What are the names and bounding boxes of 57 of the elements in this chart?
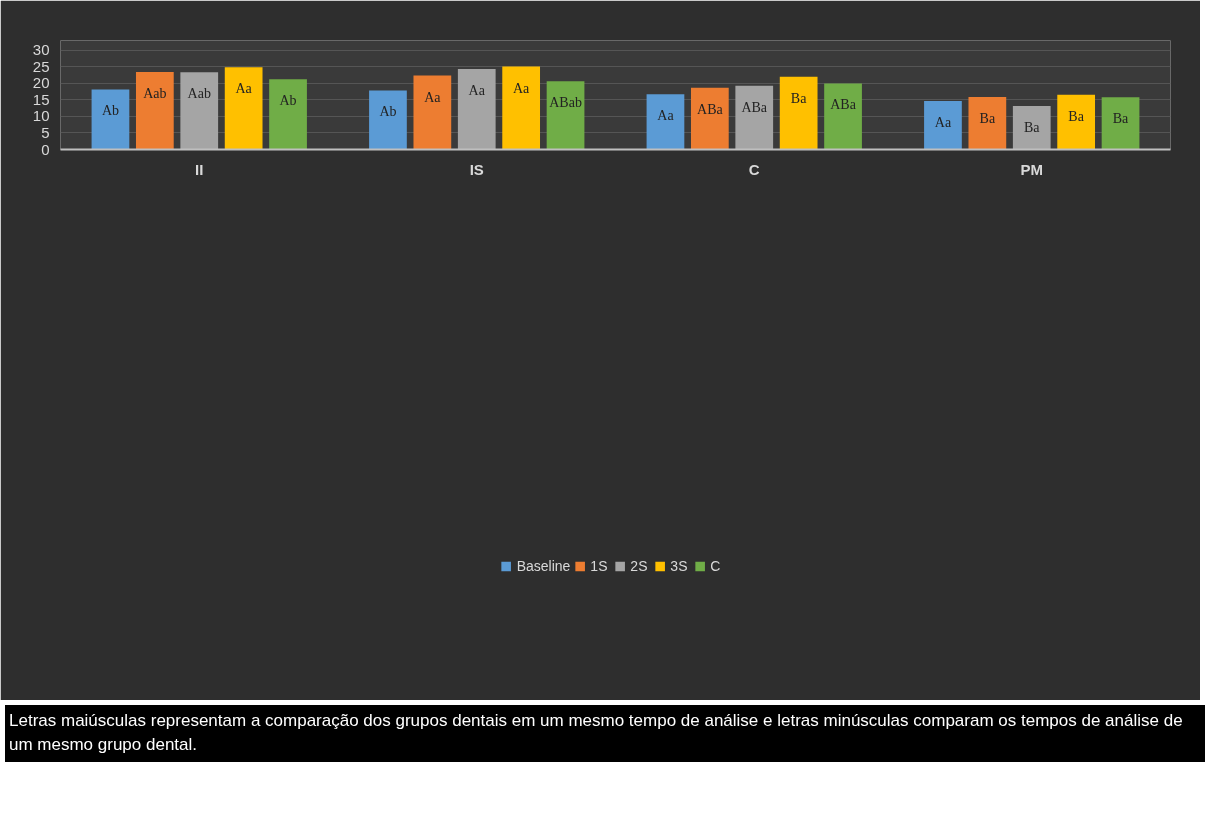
bar	[690, 87, 729, 150]
legend-label: 1S	[590, 558, 609, 574]
bar	[646, 94, 685, 150]
bar	[968, 96, 1007, 150]
x-tick-label: C	[748, 160, 760, 178]
data-label: Ba	[1112, 111, 1130, 127]
bar	[546, 81, 585, 150]
bar	[91, 89, 130, 150]
data-label: Ab	[101, 103, 120, 119]
data-label: Aa	[424, 89, 442, 105]
data-label: ABab	[549, 95, 582, 111]
bar	[1057, 94, 1096, 150]
y-tick-label: 5	[41, 123, 50, 141]
data-label: Aa	[235, 81, 253, 97]
bar	[413, 75, 452, 150]
data-label: Aa	[657, 108, 675, 124]
bar	[502, 66, 541, 150]
data-label: ABa	[830, 97, 857, 113]
bar	[224, 67, 263, 150]
y-tick-label: 20	[32, 74, 50, 92]
y-tick-label: 15	[32, 90, 50, 108]
legend-label: Baseline	[516, 558, 571, 574]
data-label: ABa	[697, 101, 724, 117]
bar	[779, 76, 818, 150]
bar	[135, 71, 174, 150]
data-label: Ba	[1023, 119, 1041, 135]
y-tick-label: 30	[32, 41, 50, 59]
bar	[1012, 105, 1051, 150]
bar	[180, 72, 219, 150]
bar	[457, 68, 496, 150]
bar	[269, 79, 307, 150]
data-label: Ba	[1068, 108, 1085, 124]
bar	[924, 100, 962, 150]
data-label: Ab	[379, 104, 397, 120]
x-tick-label: II	[195, 160, 204, 178]
legend-label: 2S	[630, 558, 649, 574]
data-label: Aa	[934, 114, 952, 130]
bar	[369, 90, 407, 150]
bar	[735, 85, 774, 150]
text: Letras maiúsculas representam a comparação dos grupos dentais em um mesmo tempo de análise e letras minúsculas comparam os tempos de análise de um mesmo grupo dental.	[9, 710, 1184, 757]
bar	[1101, 97, 1140, 150]
y-tick-label: 10	[32, 107, 50, 125]
x-tick-label: PM	[1020, 160, 1043, 178]
data-label: Aab	[187, 86, 211, 102]
y-tick-label: 0	[41, 140, 50, 158]
data-label: Ab	[279, 93, 297, 109]
x-tick-label: IS	[469, 160, 484, 178]
data-label: Ba	[790, 90, 808, 106]
bar	[824, 83, 862, 150]
legend-label: C	[710, 558, 722, 574]
data-label: ABa	[741, 99, 768, 115]
data-label: Aab	[143, 85, 167, 101]
data-label: Aa	[468, 82, 486, 98]
data-label: Aa	[512, 80, 531, 96]
legend-label: 3S	[670, 558, 689, 574]
y-tick-label: 25	[32, 57, 50, 75]
data-label: Ba	[979, 110, 996, 126]
